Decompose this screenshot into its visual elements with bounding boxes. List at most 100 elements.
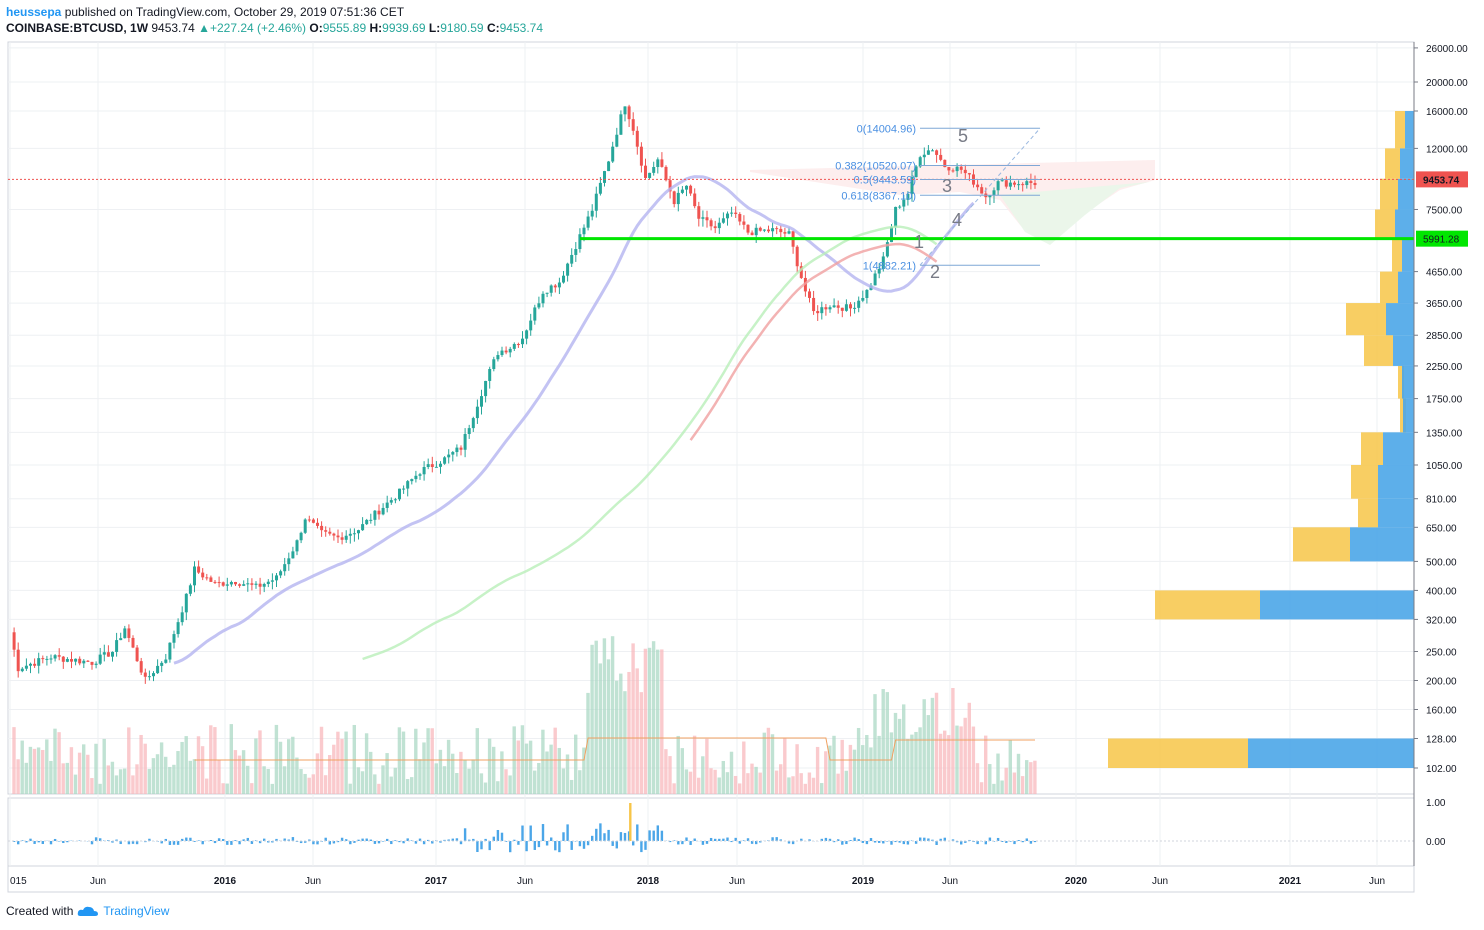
volume-bar [389,776,393,794]
oscillator-bar [66,841,69,843]
oscillator-bar [607,829,610,841]
oscillator-bar [246,837,249,841]
candle-body [402,488,406,490]
volume-bar [893,712,898,794]
oscillator-bar [33,841,36,844]
brand-name[interactable]: TradingView [103,904,170,918]
oscillator-bar [914,841,918,844]
volume-bar [820,783,824,794]
candle-body [275,575,278,581]
candle-body [303,519,307,533]
oscillator-bar [513,839,516,841]
oscillator-bar [865,841,869,845]
oscillator-bar [562,832,565,841]
candle-body [234,582,237,585]
volume-bar [697,777,701,794]
oscillator-bar [17,841,20,845]
candle-body [849,304,852,309]
candle-body [299,532,303,541]
candle-body [861,297,865,301]
oscillator-bar [808,839,811,841]
oscillator-bar [935,841,938,845]
oscillator-bar [857,839,860,841]
oscillator-bar [94,837,98,841]
candle-body [799,266,803,278]
candle-body [1025,181,1029,186]
fib-retracement[interactable]: 0(14004.96) 0.382(10520.07) 0.5(9443.59) 0.… [835,123,1041,272]
candle-body [168,642,172,660]
oscillator-bar [459,841,463,845]
wave-label-5: 5 [958,126,968,146]
volume-bar [385,753,389,794]
candle-body [348,533,352,536]
candle-body [685,185,688,190]
volume-bar [692,735,697,794]
author-name[interactable]: heussepa [6,5,62,19]
price-chart[interactable]: 0(14004.96) 0.382(10520.07) 0.5(9443.59) 0.… [0,0,1484,900]
volume-profile-down-bar [1378,464,1414,499]
candle-body [840,307,844,311]
candle-body [771,228,775,232]
y-tick-label: 20000.00 [1426,78,1468,89]
candle-body [336,535,340,538]
candle-body [594,193,598,211]
ichimoku-cloud [750,160,1155,245]
volume-bar [651,641,656,794]
oscillator-bar [955,841,959,843]
volume-bar [742,741,746,794]
candle-body [475,406,479,419]
volume-bar [422,742,426,794]
oscillator-bar [410,840,413,841]
volume-bar [434,763,438,794]
candle-body [644,165,647,178]
volume-bar [328,755,332,794]
low-value: 9180.59 [440,21,484,35]
candle-body [250,583,254,585]
candle-body [455,447,459,453]
volume-profile-up-bar [1380,178,1398,210]
oscillator-bar [78,840,81,841]
oscillator-bar [619,832,623,841]
oscillator-bar [521,825,524,841]
open-value: 9555.89 [322,21,367,35]
volume-bar [205,778,209,794]
candle-body [562,275,565,283]
candle-body [484,380,488,397]
price-axis[interactable]: 26000.00 20000.00 16000.00 12000.00 7500.00 4… [1413,42,1468,866]
y-tick-label: 3650.00 [1426,299,1463,310]
oscillator-bar [230,841,233,845]
volume-bar [865,735,869,794]
candle-body [742,221,746,225]
chart-header: heussepa published on TradingView.com, O… [6,4,543,36]
volume-bar [733,775,738,794]
candle-body [664,166,668,181]
volume-bar [623,691,627,794]
volume-bar [123,768,127,794]
candle-body [844,304,848,311]
oscillator-bar [693,838,696,841]
candle-body [631,119,635,131]
tradingview-cloud-icon [78,906,99,916]
candle-body [779,228,783,233]
candle-body [726,213,729,219]
oscillator-bar [258,841,262,844]
candle-body [258,583,262,587]
senkou-a-line [362,225,938,661]
candle-body [926,150,930,155]
volume-bar [918,727,922,794]
candle-body [115,640,119,652]
candle-body [857,300,861,308]
oscillator-bar [99,838,102,841]
open-label: O: [309,21,323,35]
time-axis[interactable]: 015 Jun 2016 Jun 2017 Jun 2018 Jun 2019 Jun 2020 Ju… [10,876,1385,887]
candle-body [213,581,217,583]
interval: 1W [130,21,149,35]
candle-body [853,307,857,309]
volume-bar [877,735,881,794]
oscillator-bar [115,839,118,841]
oscillator-bar [291,837,295,841]
oscillator-bar [558,841,561,853]
candle-body [656,159,660,168]
volume-bar [922,699,926,794]
candle-body [705,217,709,221]
